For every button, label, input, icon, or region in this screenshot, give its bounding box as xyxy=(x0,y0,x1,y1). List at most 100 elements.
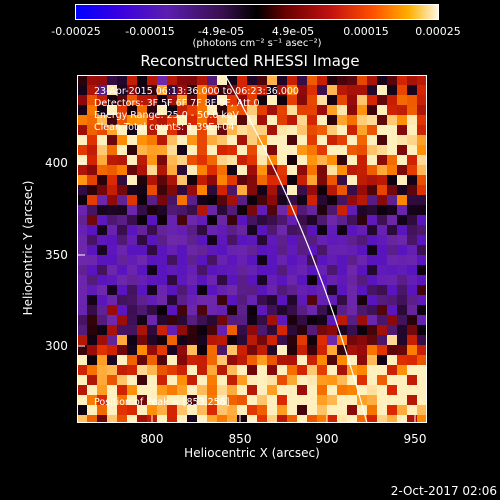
heatmap-cell xyxy=(157,245,167,255)
heatmap-cell xyxy=(77,125,87,135)
heatmap-cell xyxy=(257,275,267,285)
heatmap-cell xyxy=(127,295,137,305)
heatmap-cell xyxy=(387,355,397,365)
heatmap-cell xyxy=(217,355,227,365)
annotation-energy: Energy Range: 25.0 - 50.0 keV xyxy=(94,110,239,121)
heatmap-cell xyxy=(417,385,427,395)
heatmap-cell xyxy=(307,75,317,85)
heatmap-cell xyxy=(267,95,277,105)
heatmap-cell xyxy=(237,235,247,245)
heatmap-cell xyxy=(167,95,177,105)
heatmap-cell xyxy=(347,205,357,215)
heatmap-cell xyxy=(207,135,217,145)
heatmap-cell xyxy=(267,235,277,245)
heatmap-cell xyxy=(137,295,147,305)
heatmap-cell xyxy=(257,145,267,155)
heatmap-cell xyxy=(227,285,237,295)
heatmap-cell xyxy=(337,295,347,305)
heatmap-cell xyxy=(377,365,387,375)
heatmap-cell xyxy=(197,135,207,145)
heatmap-cell xyxy=(197,145,207,155)
heatmap-cell xyxy=(227,235,237,245)
colorbar-tick: -4.9e-05 xyxy=(197,25,245,38)
heatmap-cell xyxy=(307,185,317,195)
heatmap-cell xyxy=(77,185,87,195)
heatmap-cell xyxy=(397,235,407,245)
heatmap-cell xyxy=(407,135,417,145)
heatmap-cell xyxy=(117,135,127,145)
heatmap-cell xyxy=(337,325,347,335)
heatmap-cell xyxy=(207,225,217,235)
heatmap-cell xyxy=(177,135,187,145)
heatmap-cell xyxy=(177,295,187,305)
colorbar-tick: -0.00025 xyxy=(51,25,101,38)
heatmap-cell xyxy=(307,285,317,295)
heatmap-cell xyxy=(227,315,237,325)
heatmap-cell xyxy=(287,145,297,155)
heatmap-cell xyxy=(97,405,107,415)
heatmap-cell xyxy=(397,245,407,255)
heatmap-cell xyxy=(417,265,427,275)
heatmap-cell xyxy=(147,175,157,185)
heatmap-cell xyxy=(357,115,367,125)
heatmap-cell xyxy=(87,115,97,125)
heatmap-cell xyxy=(327,245,337,255)
heatmap-cell xyxy=(267,145,277,155)
heatmap-cell xyxy=(87,285,97,295)
heatmap-cell xyxy=(397,165,407,175)
heatmap-cell xyxy=(107,365,117,375)
heatmap-cell xyxy=(387,155,397,165)
heatmap-cell xyxy=(167,335,177,345)
heatmap-cell xyxy=(237,185,247,195)
heatmap-cell xyxy=(157,415,167,423)
heatmap-cell xyxy=(217,345,227,355)
heatmap-cell xyxy=(107,155,117,165)
heatmap-cell xyxy=(367,85,377,95)
heatmap-cell xyxy=(157,215,167,225)
heatmap-cell xyxy=(327,95,337,105)
heatmap-cell xyxy=(147,285,157,295)
heatmap-cell xyxy=(257,95,267,105)
heatmap-cell xyxy=(117,205,127,215)
heatmap-cell xyxy=(277,325,287,335)
heatmap-cell xyxy=(267,155,277,165)
heatmap-cell xyxy=(97,125,107,135)
heatmap-cell xyxy=(77,75,87,85)
heatmap-cell xyxy=(277,75,287,85)
heatmap-cell xyxy=(207,365,217,375)
heatmap-cell xyxy=(377,95,387,105)
heatmap-cell xyxy=(287,295,297,305)
heatmap-cell xyxy=(127,125,137,135)
heatmap-cell xyxy=(267,405,277,415)
heatmap-cell xyxy=(347,175,357,185)
heatmap-cell xyxy=(387,365,397,375)
heatmap-cell xyxy=(327,175,337,185)
heatmap-cell xyxy=(227,305,237,315)
heatmap-cell xyxy=(187,145,197,155)
heatmap-cell xyxy=(77,245,87,255)
heatmap-cell xyxy=(277,365,287,375)
heatmap-cell xyxy=(167,265,177,275)
heatmap-cell xyxy=(327,135,337,145)
heatmap-cell xyxy=(357,205,367,215)
heatmap-cell xyxy=(197,265,207,275)
heatmap-cell xyxy=(397,335,407,345)
heatmap-cell xyxy=(287,205,297,215)
heatmap-cell xyxy=(77,235,87,245)
heatmap-cell xyxy=(127,365,137,375)
heatmap-cell xyxy=(217,145,227,155)
heatmap-cell xyxy=(97,415,107,423)
heatmap-cell xyxy=(397,365,407,375)
heatmap-cell xyxy=(137,285,147,295)
heatmap-cell xyxy=(187,185,197,195)
heatmap-cell xyxy=(217,245,227,255)
heatmap-cell xyxy=(327,255,337,265)
heatmap-cell xyxy=(257,185,267,195)
heatmap-cell xyxy=(107,245,117,255)
heatmap-cell xyxy=(327,165,337,175)
heatmap-cell xyxy=(117,235,127,245)
heatmap-cell xyxy=(157,275,167,285)
heatmap-cell xyxy=(317,415,327,423)
heatmap-cell xyxy=(87,135,97,145)
heatmap-cell xyxy=(287,245,297,255)
